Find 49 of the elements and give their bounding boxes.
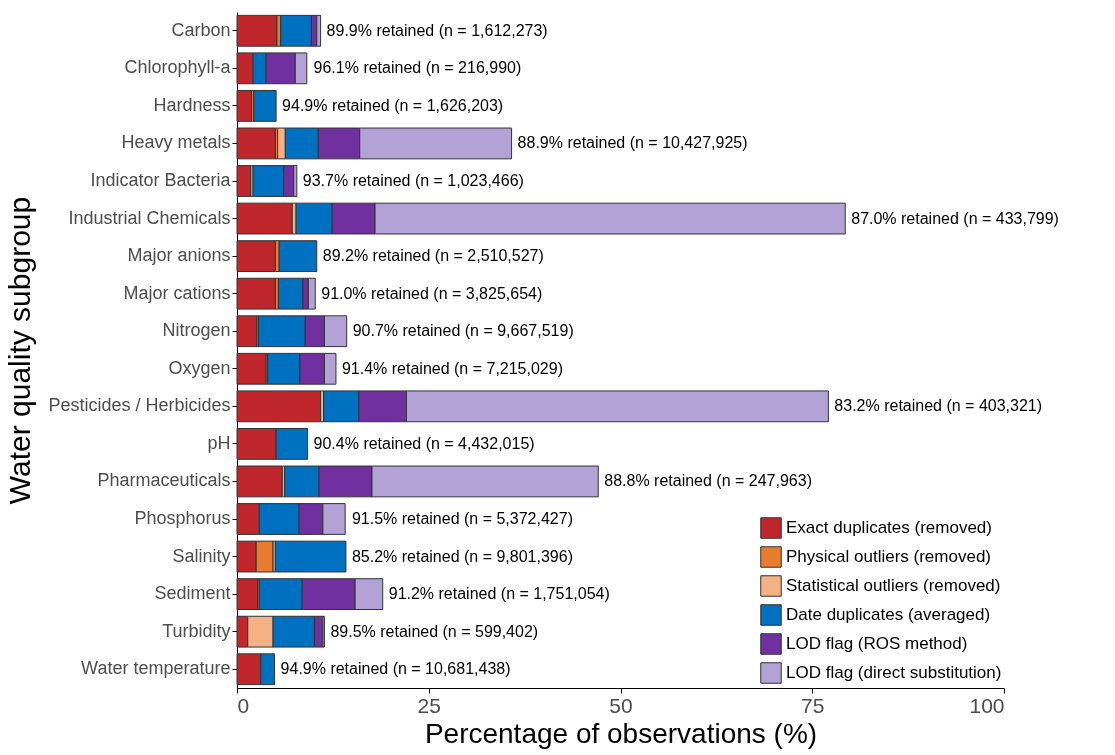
annotation: 88.8% retained (n = 247,963) (604, 472, 812, 490)
legend-label: LOD flag (direct substitution) (786, 663, 1002, 682)
annotation: 89.9% retained (n = 1,612,273) (326, 21, 548, 39)
annotation: 88.9% retained (n = 10,427,925) (517, 134, 748, 152)
y-tick-label: Nitrogen (162, 320, 231, 341)
y-tick-label: pH (207, 432, 231, 453)
annotation: 87.0% retained (n = 433,799) (851, 209, 1059, 227)
legend-label: Date duplicates (averaged) (786, 605, 991, 624)
annotation: 90.4% retained (n = 4,432,015) (313, 434, 535, 452)
y-tick-label: Salinity (172, 545, 231, 566)
x-tick-label: 100 (969, 693, 1005, 717)
y-tick-label: Industrial Chemicals (68, 207, 231, 228)
annotation: 89.5% retained (n = 599,402) (330, 622, 539, 640)
annotation: 96.1% retained (n = 216,990) (313, 59, 522, 77)
legend-label: Exact duplicates (removed) (786, 518, 992, 537)
y-tick-label: Major cations (123, 282, 231, 303)
annotation: 90.7% retained (n = 9,667,519) (352, 322, 574, 340)
y-tick-label: Water temperature (81, 658, 231, 679)
legend-label: LOD flag (ROS method) (786, 634, 968, 653)
y-tick-label: Carbon (171, 19, 231, 40)
annotation: 85.2% retained (n = 9,801,396) (351, 547, 573, 565)
annotation: 89.2% retained (n = 2,510,527) (322, 247, 544, 265)
y-tick-label: Pesticides / Herbicides (48, 395, 231, 416)
y-tick-label: Chlorophyll-a (124, 57, 232, 78)
x-tick-label: 50 (609, 693, 633, 717)
legend-label: Physical outliers (removed) (786, 547, 992, 566)
annotation: 94.9% retained (n = 1,626,203) (282, 96, 504, 114)
annotation: 91.4% retained (n = 7,215,029) (341, 359, 563, 377)
x-tick-label: 25 (417, 693, 441, 717)
annotation: 91.2% retained (n = 1,751,054) (388, 585, 610, 603)
annotation: 91.0% retained (n = 3,825,654) (321, 284, 543, 302)
y-tick-label: Heavy metals (121, 132, 231, 153)
y-tick-label: Oxygen (168, 357, 231, 378)
x-axis-title: Percentage of observations (%) (424, 717, 818, 749)
y-tick-label: Turbidity (162, 620, 231, 641)
annotation: 91.5% retained (n = 5,372,427) (351, 510, 573, 527)
y-tick-label: Sediment (154, 583, 231, 604)
annotation: 94.9% retained (n = 10,681,438) (280, 660, 511, 678)
y-tick-label: Indicator Bacteria (90, 170, 232, 190)
annotation: 83.2% retained (n = 403,321) (834, 397, 1043, 415)
y-tick-label: Phosphorus (134, 508, 231, 528)
x-tick-label: 0 (237, 693, 250, 717)
y-tick-label: Pharmaceuticals (97, 470, 231, 491)
y-axis-title: Water quality subgroup (3, 196, 37, 505)
y-tick-label: Hardness (153, 94, 231, 115)
x-tick-label: 75 (801, 693, 825, 717)
annotation: 93.7% retained (n = 1,023,466) (302, 172, 524, 189)
y-tick-label: Major anions (127, 245, 231, 266)
legend-label: Statistical outliers (removed) (786, 576, 1001, 595)
